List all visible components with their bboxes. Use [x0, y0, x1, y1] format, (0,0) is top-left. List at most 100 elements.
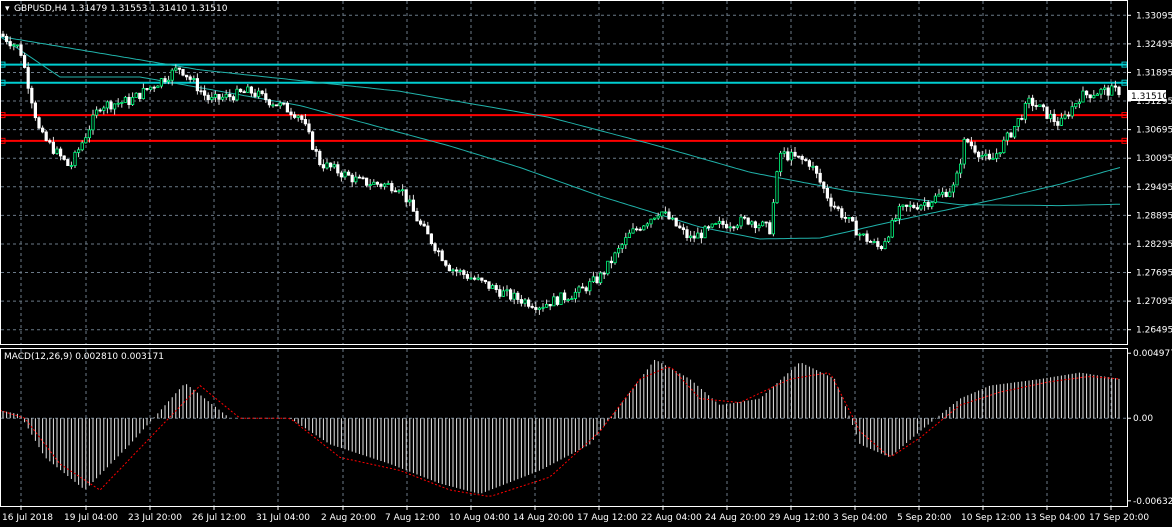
- candle-body: [274, 104, 279, 107]
- candle-body: [735, 225, 740, 229]
- candle-body: [761, 221, 765, 227]
- candle-body: [1085, 90, 1089, 96]
- candle-body: [346, 171, 351, 176]
- candle-body: [454, 269, 459, 272]
- line-anchor: [0, 79, 6, 86]
- candle-body: [548, 303, 552, 307]
- candle-body: [418, 220, 423, 225]
- candle-body: [915, 207, 920, 210]
- chart-title: GBPUSD,H4 1.31479 1.31553 1.31410 1.3151…: [14, 4, 228, 14]
- candle-body: [69, 165, 73, 167]
- candle-body: [879, 246, 884, 249]
- candle-body: [508, 289, 513, 300]
- candle-body: [267, 99, 272, 106]
- candle-body: [1110, 85, 1114, 96]
- candle-body: [48, 140, 52, 143]
- candle-body: [959, 163, 963, 174]
- macd-tick-label: -0.006325: [1133, 497, 1172, 507]
- candle-body: [523, 299, 527, 304]
- candle-body: [890, 220, 894, 238]
- candle-body: [436, 250, 441, 253]
- candle-body: [681, 227, 686, 231]
- candle-body: [30, 87, 34, 104]
- candle-body: [1092, 95, 1096, 99]
- candle-body: [235, 88, 239, 101]
- candle-body: [447, 264, 452, 272]
- candle-body: [703, 226, 707, 239]
- price-tick-label: 1.30695: [1136, 126, 1172, 136]
- time-tick-label: 10 Sep 12:00: [961, 513, 1021, 523]
- candle-body: [933, 195, 938, 203]
- candle-body: [570, 298, 574, 300]
- candle-body: [609, 260, 614, 264]
- candle-body: [847, 217, 851, 219]
- candle-body: [750, 221, 754, 225]
- time-tick-label: 2 Aug 20:00: [321, 513, 376, 523]
- candle-body: [962, 138, 966, 165]
- candle-body: [116, 102, 120, 105]
- candle-body: [336, 164, 340, 174]
- candle-body: [59, 148, 63, 157]
- candle-body: [361, 177, 365, 180]
- candle-body: [120, 102, 124, 104]
- time-tick-label: 16 Jul 2018: [2, 513, 53, 523]
- candle-body: [905, 204, 909, 207]
- candle-body: [667, 211, 671, 220]
- candle-body: [545, 303, 549, 308]
- candle-body: [1023, 103, 1027, 120]
- candle-body: [174, 67, 178, 71]
- candle-body: [87, 129, 91, 139]
- candle-body: [991, 157, 995, 160]
- time-tick-label: 3 Sep 04:00: [833, 513, 888, 523]
- candle-body: [987, 153, 992, 160]
- candle-body: [375, 181, 380, 185]
- candle-body: [1049, 113, 1053, 119]
- candle-body: [768, 222, 772, 235]
- time-tick-label: 23 Jul 20:00: [128, 513, 182, 523]
- candle-body: [620, 244, 624, 249]
- candle-body: [393, 190, 398, 193]
- candle-body: [743, 216, 747, 219]
- line-anchor: [0, 137, 6, 144]
- candle-body: [41, 127, 45, 133]
- candle-body: [483, 279, 488, 283]
- candle-body: [444, 260, 448, 266]
- candle-body: [264, 93, 268, 101]
- time-tick-label: 17 Sep 20:00: [1089, 513, 1149, 523]
- candle-body: [440, 250, 444, 262]
- candle-body: [102, 107, 106, 111]
- candle-body: [1056, 121, 1060, 126]
- candle-body: [725, 224, 729, 229]
- candle-body: [797, 155, 801, 158]
- candle-body: [815, 165, 819, 174]
- candle-body: [138, 92, 142, 100]
- candle-body: [699, 232, 704, 239]
- candle-body: [220, 96, 225, 100]
- price-tick-label: 1.27095: [1136, 297, 1172, 307]
- candle-body: [753, 221, 758, 229]
- candle-body: [332, 164, 336, 168]
- candle-body: [400, 189, 405, 192]
- horizontal-lines[interactable]: [0, 61, 1128, 144]
- candle-body: [516, 292, 520, 300]
- candle-body: [66, 159, 70, 166]
- candle-body: [1027, 97, 1031, 104]
- candle-body: [364, 177, 369, 186]
- candle-body: [1070, 106, 1074, 117]
- candle-body: [908, 204, 912, 207]
- candle-body: [458, 270, 462, 272]
- candle-body: [663, 211, 668, 214]
- time-tick-label: 13 Sep 04:00: [1025, 513, 1085, 523]
- candle-body: [746, 217, 750, 225]
- candle-body: [98, 109, 102, 112]
- candle-body: [656, 215, 660, 219]
- candle-body: [721, 220, 725, 225]
- macd-title: MACD(12,26,9) 0.002810 0.003171: [4, 352, 164, 362]
- candle-body: [923, 202, 927, 206]
- candle-body: [213, 93, 217, 98]
- macd-frame: [0, 348, 1128, 507]
- candle-body: [105, 101, 109, 109]
- candle-body: [26, 67, 30, 89]
- candle-body: [897, 205, 902, 220]
